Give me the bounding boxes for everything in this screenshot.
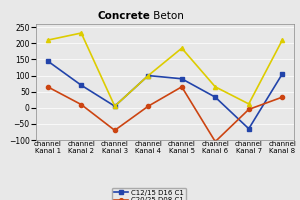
C12/15 D16 C1 bbox=[280, 73, 284, 75]
Line: C20/25 D08 C1: C20/25 D08 C1 bbox=[46, 85, 284, 144]
C12/15 D16 C1 bbox=[214, 96, 217, 98]
C12/15 D16 C1 bbox=[146, 74, 150, 77]
Legend: C12/15 D16 C1, C20/25 D08 C1, C30/35 D16 C1: C12/15 D16 C1, C20/25 D08 C1, C30/35 D16… bbox=[112, 188, 186, 200]
C20/25 D08 C1 bbox=[280, 96, 284, 98]
C30/35 D16 C1 bbox=[80, 32, 83, 34]
C12/15 D16 C1 bbox=[180, 78, 184, 80]
C20/25 D08 C1 bbox=[214, 140, 217, 143]
C20/25 D08 C1 bbox=[180, 86, 184, 88]
C12/15 D16 C1 bbox=[46, 60, 50, 62]
C30/35 D16 C1 bbox=[214, 86, 217, 88]
C30/35 D16 C1 bbox=[46, 39, 50, 41]
C30/35 D16 C1 bbox=[247, 103, 250, 105]
Text: Beton: Beton bbox=[150, 11, 184, 21]
C12/15 D16 C1 bbox=[247, 128, 250, 130]
C30/35 D16 C1 bbox=[113, 105, 116, 107]
C20/25 D08 C1 bbox=[146, 105, 150, 107]
Line: C12/15 D16 C1: C12/15 D16 C1 bbox=[46, 59, 284, 131]
C30/35 D16 C1 bbox=[180, 47, 184, 49]
Text: Concrete: Concrete bbox=[97, 11, 150, 21]
Line: C30/35 D16 C1: C30/35 D16 C1 bbox=[46, 31, 284, 108]
C20/25 D08 C1 bbox=[80, 103, 83, 106]
C30/35 D16 C1 bbox=[280, 39, 284, 41]
C30/35 D16 C1 bbox=[146, 74, 150, 77]
C12/15 D16 C1 bbox=[113, 105, 116, 107]
C20/25 D08 C1 bbox=[247, 108, 250, 111]
C12/15 D16 C1 bbox=[80, 84, 83, 86]
C20/25 D08 C1 bbox=[46, 86, 50, 88]
C20/25 D08 C1 bbox=[113, 129, 116, 132]
